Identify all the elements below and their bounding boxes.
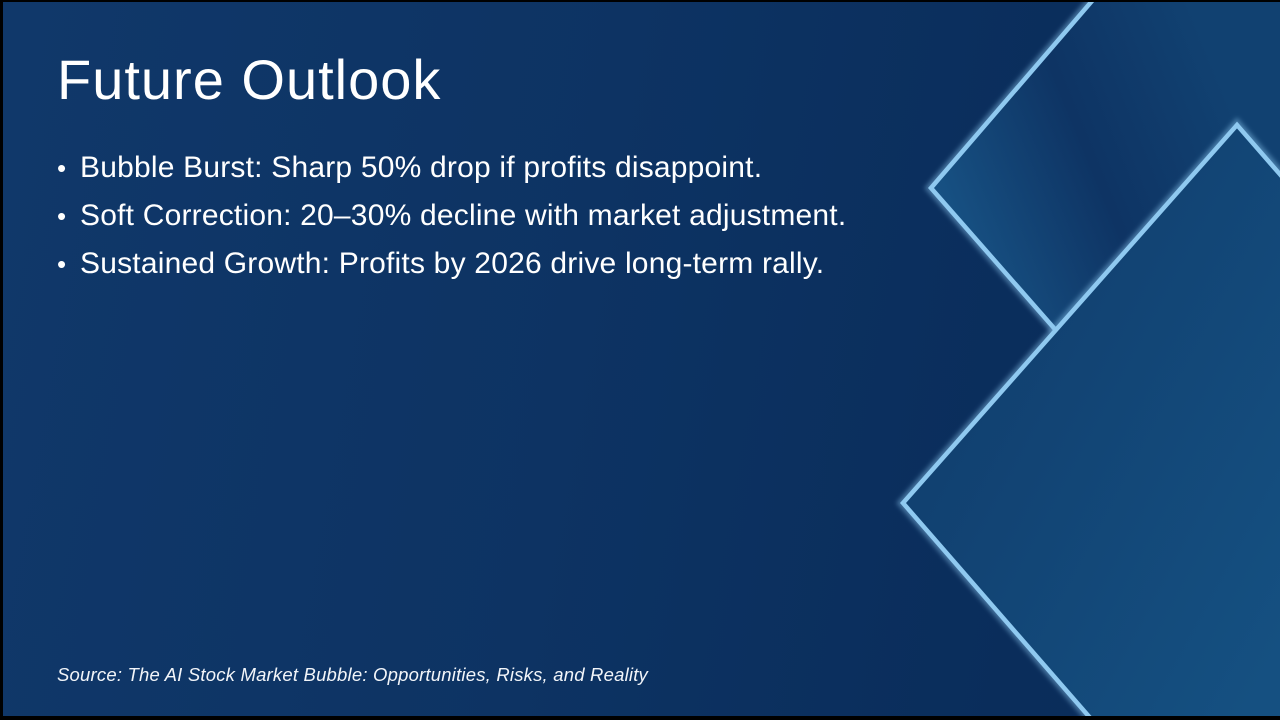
bullet-text: Sustained Growth: Profits by 2026 drive …	[80, 247, 825, 280]
lower-diamond	[896, 117, 1280, 716]
page-title: Future Outlook	[57, 48, 442, 111]
bullet-item: • Bubble Burst: Sharp 50% drop if profit…	[57, 144, 1280, 192]
diamond-ornament-group	[896, 2, 1280, 716]
bullet-item: • Soft Correction: 20–30% decline with m…	[57, 192, 1280, 240]
bullet-dot-icon: •	[57, 153, 67, 183]
bullet-item: • Sustained Growth: Profits by 2026 driv…	[57, 240, 1280, 288]
bullet-text: Soft Correction: 20–30% decline with mar…	[80, 199, 847, 232]
bullet-dot-icon: •	[57, 201, 67, 231]
bullet-dot-icon: •	[57, 249, 67, 279]
slide-content: Future Outlook • Bubble Burst: Sharp 50%…	[57, 2, 1280, 288]
bullet-text: Bubble Burst: Sharp 50% drop if profits …	[80, 151, 763, 184]
source-caption: Source: The AI Stock Market Bubble: Oppo…	[57, 664, 648, 685]
bullet-list: • Bubble Burst: Sharp 50% drop if profit…	[57, 144, 1280, 288]
slide-canvas: Future Outlook • Bubble Burst: Sharp 50%…	[3, 2, 1280, 716]
